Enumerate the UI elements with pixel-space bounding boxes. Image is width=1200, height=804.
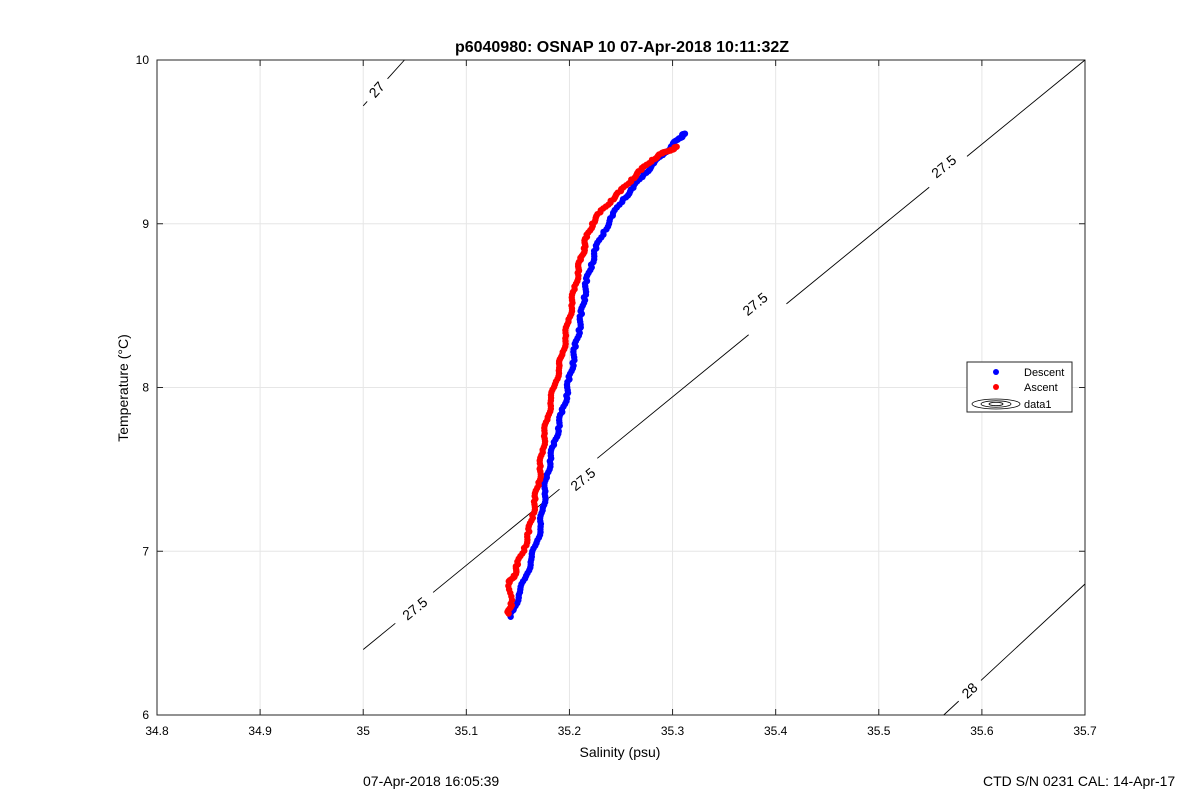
- x-tick-label: 35.1: [455, 724, 479, 738]
- descent-point: [681, 130, 689, 137]
- x-tick-label: 34.9: [248, 724, 272, 738]
- x-tick-label: 35: [357, 724, 371, 738]
- x-axis-label: Salinity (psu): [580, 744, 661, 760]
- y-tick-label: 6: [142, 708, 149, 722]
- ascent-point: [673, 143, 680, 150]
- legend-contour-icon: [971, 398, 1021, 410]
- x-tick-label: 35.6: [970, 724, 994, 738]
- isopycnal-line-27.5: [786, 186, 930, 305]
- legend-contour-label: data1: [1024, 399, 1052, 411]
- legend-box: [966, 361, 1073, 413]
- isopycnal-line-27: [362, 101, 368, 107]
- isopycnal-line-27.5: [597, 334, 749, 459]
- isopycnal-line-28: [943, 700, 960, 716]
- y-axis: 6 7 8 9 10: [136, 53, 1085, 722]
- y-tick-label: 7: [142, 544, 149, 558]
- x-axis: 34.8 34.9 35 35.1 35.2 35.3 35.4 35.5 35.6 35.7: [145, 60, 1097, 738]
- isopycnal-line-27.5: [432, 488, 560, 593]
- legend: Descent Ascent data1: [966, 361, 1073, 413]
- chart-title: p6040980: OSNAP 10 07-Apr-2018 10:11:32Z: [455, 39, 789, 56]
- legend-descent-label: Descent: [1024, 367, 1064, 379]
- x-tick-label: 35.5: [867, 724, 891, 738]
- footer-timestamp: 07-Apr-2018 16:05:39: [363, 773, 500, 789]
- x-tick-label: 35.3: [661, 724, 685, 738]
- y-tick-label: 9: [142, 217, 149, 231]
- y-axis-label: Temperature (°C): [115, 334, 131, 442]
- series-descent: [506, 130, 689, 620]
- x-tick-label: 35.4: [764, 724, 788, 738]
- y-tick-label: 10: [136, 53, 150, 67]
- isopycnal-line-27.5: [362, 622, 396, 650]
- series-ascent: [504, 143, 680, 617]
- isopycnal-line-28: [980, 583, 1086, 681]
- footer-ctd-calibration: CTD S/N 0231 CAL: 14-Apr-17: [983, 773, 1176, 789]
- x-tick-label: 34.8: [145, 724, 169, 738]
- isopycnal-line-27.5: [966, 59, 1086, 157]
- data-points: [504, 130, 689, 620]
- y-tick-label: 8: [142, 381, 149, 395]
- legend-ascent-label: Ascent: [1024, 382, 1058, 394]
- x-tick-label: 35.7: [1073, 724, 1097, 738]
- x-tick-label: 35.2: [558, 724, 582, 738]
- isopycnal-line-27: [387, 59, 405, 80]
- legend-descent-marker: [993, 369, 999, 375]
- legend-ascent-marker: [993, 384, 999, 390]
